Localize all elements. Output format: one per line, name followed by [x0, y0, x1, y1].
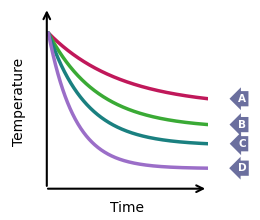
Text: D: D: [238, 163, 246, 173]
Text: Temperature: Temperature: [12, 58, 26, 146]
Text: Time: Time: [110, 201, 144, 214]
Text: A: A: [238, 94, 246, 104]
Text: C: C: [238, 139, 246, 149]
Text: B: B: [238, 120, 246, 130]
